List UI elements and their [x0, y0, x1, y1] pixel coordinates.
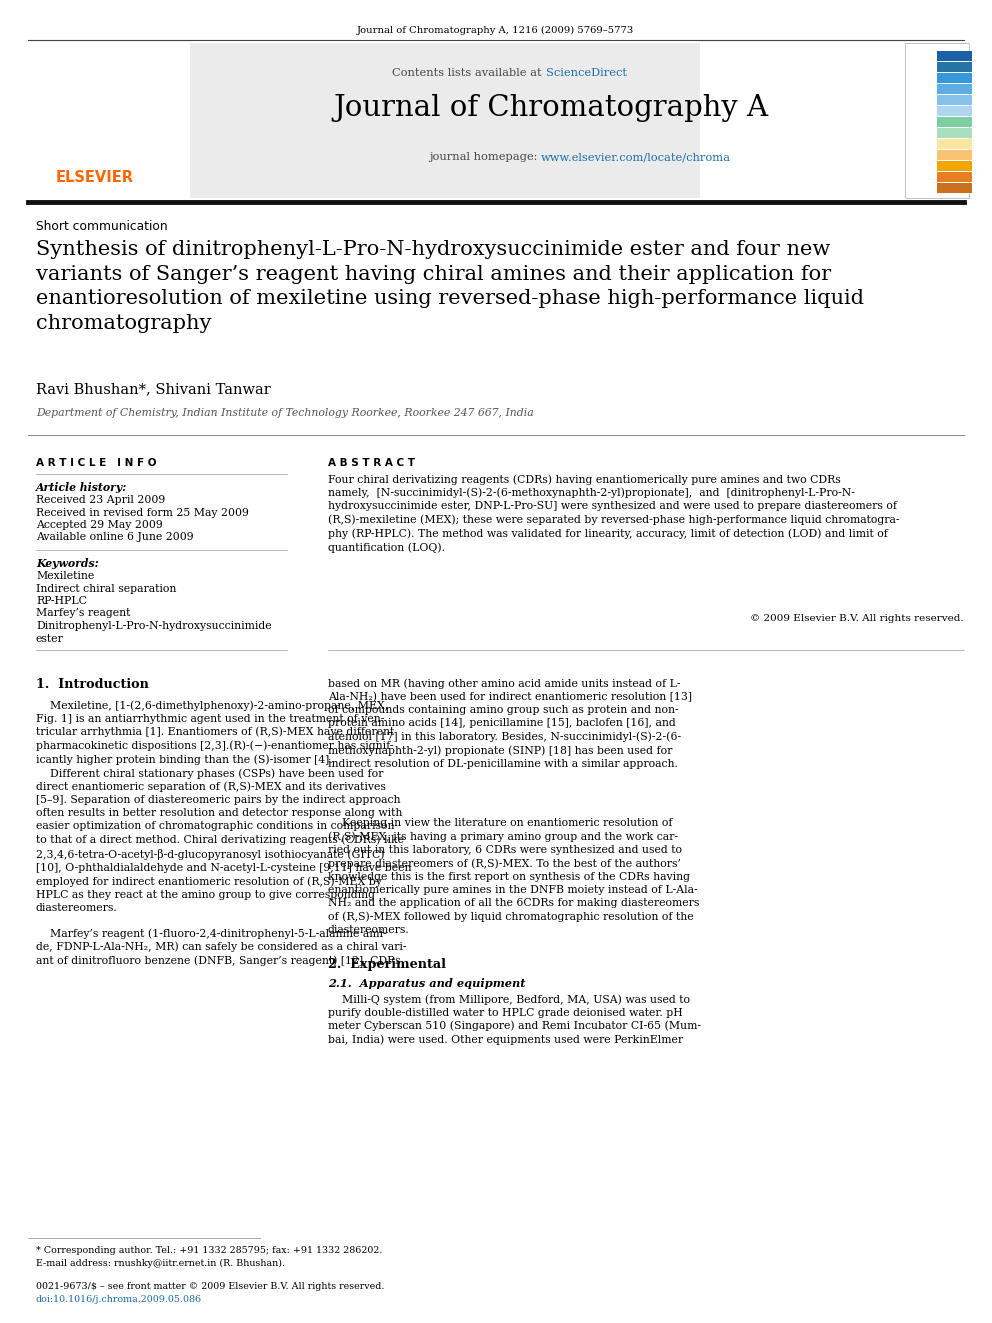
Bar — [937, 128, 972, 138]
Text: Keeping in view the literature on enantiomeric resolution of
(R,S)-MEX, its havi: Keeping in view the literature on enanti… — [328, 818, 699, 934]
Text: E-mail address: rnushky@iitr.ernet.in (R. Bhushan).: E-mail address: rnushky@iitr.ernet.in (R… — [36, 1259, 285, 1269]
Text: www.elsevier.com/locate/chroma: www.elsevier.com/locate/chroma — [541, 152, 731, 161]
Text: Available online 6 June 2009: Available online 6 June 2009 — [36, 532, 193, 542]
Text: 1.  Introduction: 1. Introduction — [36, 677, 149, 691]
Bar — [937, 183, 972, 193]
Bar — [937, 73, 972, 83]
Bar — [937, 149, 972, 160]
Text: based on MR (having other amino acid amide units instead of L-
Ala-NH₂) have bee: based on MR (having other amino acid ami… — [328, 677, 692, 769]
Text: A R T I C L E   I N F O: A R T I C L E I N F O — [36, 458, 157, 468]
Text: 2.1.  Apparatus and equipment: 2.1. Apparatus and equipment — [328, 978, 526, 990]
Text: Accepted 29 May 2009: Accepted 29 May 2009 — [36, 520, 163, 531]
Text: doi:10.1016/j.chroma.2009.05.086: doi:10.1016/j.chroma.2009.05.086 — [36, 1295, 202, 1304]
Text: Contents lists available at: Contents lists available at — [393, 67, 546, 78]
Text: Received in revised form 25 May 2009: Received in revised form 25 May 2009 — [36, 508, 249, 517]
Text: Article history:: Article history: — [36, 482, 127, 493]
Text: Milli-Q system (from Millipore, Bedford, MA, USA) was used to
purify double-dist: Milli-Q system (from Millipore, Bedford,… — [328, 994, 701, 1045]
Text: journal homepage:: journal homepage: — [429, 152, 541, 161]
Text: 0021-9673/$ – see front matter © 2009 Elsevier B.V. All rights reserved.: 0021-9673/$ – see front matter © 2009 El… — [36, 1282, 384, 1291]
Bar — [937, 95, 972, 105]
Bar — [937, 172, 972, 183]
Text: Mexiletine: Mexiletine — [36, 572, 94, 581]
Text: Synthesis of dinitrophenyl-L-Pro-N-hydroxysuccinimide ester and four new
variant: Synthesis of dinitrophenyl-L-Pro-N-hydro… — [36, 239, 864, 333]
Text: ELSEVIER: ELSEVIER — [56, 169, 134, 185]
Text: Department of Chemistry, Indian Institute of Technology Roorkee, Roorkee 247 667: Department of Chemistry, Indian Institut… — [36, 407, 534, 418]
Text: Keywords:: Keywords: — [36, 558, 98, 569]
Text: Marfey’s reagent (1-fluoro-2,4-dinitrophenyl-5-L-alanine ami-
de, FDNP-L-Ala-NH₂: Marfey’s reagent (1-fluoro-2,4-dinitroph… — [36, 927, 407, 966]
Text: © 2009 Elsevier B.V. All rights reserved.: © 2009 Elsevier B.V. All rights reserved… — [750, 614, 964, 623]
Text: Marfey’s reagent: Marfey’s reagent — [36, 609, 130, 618]
Bar — [937, 106, 972, 116]
Bar — [905, 44, 969, 198]
Text: 2.  Experimental: 2. Experimental — [328, 958, 446, 971]
Text: ScienceDirect: ScienceDirect — [546, 67, 627, 78]
Text: Ravi Bhushan*, Shivani Tanwar: Ravi Bhushan*, Shivani Tanwar — [36, 382, 271, 396]
Bar — [937, 83, 972, 94]
Text: ester: ester — [36, 634, 63, 643]
Text: RP-HPLC: RP-HPLC — [36, 595, 87, 606]
Text: Mexiletine, [1-(2,6-dimethylphenoxy)-2-amino-propane, MEX,
Fig. 1] is an antiarr: Mexiletine, [1-(2,6-dimethylphenoxy)-2-a… — [36, 700, 394, 765]
Bar — [937, 50, 972, 61]
Text: A B S T R A C T: A B S T R A C T — [328, 458, 415, 468]
Text: Journal of Chromatography A, 1216 (2009) 5769–5773: Journal of Chromatography A, 1216 (2009)… — [357, 26, 635, 36]
Text: Dinitrophenyl-L-Pro-N-hydroxysuccinimide: Dinitrophenyl-L-Pro-N-hydroxysuccinimide — [36, 620, 272, 631]
Text: Different chiral stationary phases (CSPs) have been used for
direct enantiomeric: Different chiral stationary phases (CSPs… — [36, 767, 412, 913]
Bar — [937, 139, 972, 149]
Text: Received 23 April 2009: Received 23 April 2009 — [36, 495, 166, 505]
Bar — [937, 116, 972, 127]
Bar — [937, 62, 972, 71]
Text: Journal of Chromatography A: Journal of Chromatography A — [333, 94, 768, 122]
Bar — [190, 44, 700, 198]
Text: Four chiral derivatizing reagents (CDRs) having enantiomerically pure amines and: Four chiral derivatizing reagents (CDRs)… — [328, 474, 900, 553]
Text: * Corresponding author. Tel.: +91 1332 285795; fax: +91 1332 286202.: * Corresponding author. Tel.: +91 1332 2… — [36, 1246, 382, 1256]
Bar — [937, 161, 972, 171]
Text: Short communication: Short communication — [36, 220, 168, 233]
Text: Indirect chiral separation: Indirect chiral separation — [36, 583, 177, 594]
